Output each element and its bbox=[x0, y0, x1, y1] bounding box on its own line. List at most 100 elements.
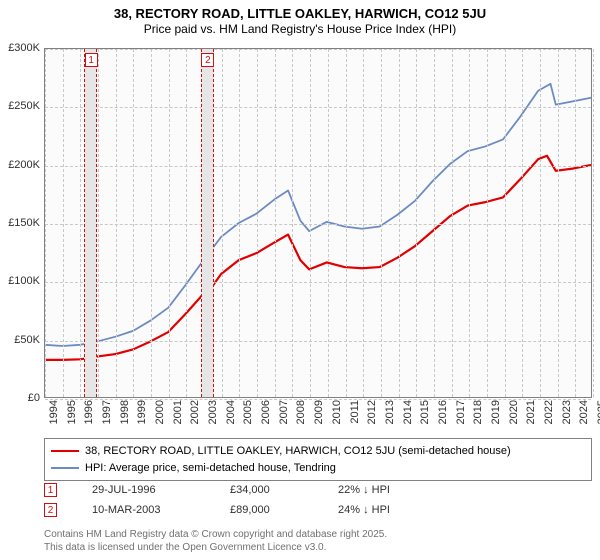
gridline-v bbox=[346, 49, 347, 397]
sale-band bbox=[201, 49, 213, 397]
x-tick-label: 1999 bbox=[136, 400, 148, 424]
sale-delta-1: 22% ↓ HPI bbox=[338, 484, 448, 496]
gridline-v bbox=[45, 49, 46, 397]
sale-marker-on-chart: 2 bbox=[201, 53, 214, 67]
x-tick-label: 1995 bbox=[66, 400, 78, 424]
series-svg bbox=[45, 49, 591, 397]
gridline-v bbox=[98, 49, 99, 397]
x-tick-label: 2010 bbox=[331, 400, 343, 424]
footer-line-1: Contains HM Land Registry data © Crown c… bbox=[44, 528, 592, 541]
sales-table: 1 29-JUL-1996 £34,000 22% ↓ HPI 2 10-MAR… bbox=[44, 480, 592, 520]
x-tick-label: 2009 bbox=[313, 400, 325, 424]
x-tick-label: 2006 bbox=[260, 400, 272, 424]
sale-price-1: £34,000 bbox=[230, 484, 310, 496]
gridline-v bbox=[169, 49, 170, 397]
gridline-v bbox=[292, 49, 293, 397]
sale-band bbox=[84, 49, 96, 397]
gridline-v bbox=[505, 49, 506, 397]
gridline-v bbox=[116, 49, 117, 397]
gridline-v bbox=[416, 49, 417, 397]
x-tick-label: 1997 bbox=[101, 400, 113, 424]
x-tick-label: 1998 bbox=[119, 400, 131, 424]
legend-swatch-subject bbox=[51, 450, 79, 452]
gridline-v bbox=[434, 49, 435, 397]
x-tick-label: 2024 bbox=[578, 400, 590, 424]
gridline-h bbox=[45, 341, 591, 342]
x-tick-label: 2012 bbox=[366, 400, 378, 424]
x-tick-label: 2020 bbox=[508, 400, 520, 424]
sale-date-1: 29-JUL-1996 bbox=[92, 484, 202, 496]
sale-marker-on-chart: 1 bbox=[85, 53, 98, 67]
gridline-v bbox=[133, 49, 134, 397]
gridline-v bbox=[328, 49, 329, 397]
x-tick-label: 2017 bbox=[455, 400, 467, 424]
y-tick-label: £200K bbox=[0, 159, 40, 171]
sales-row-2: 2 10-MAR-2003 £89,000 24% ↓ HPI bbox=[44, 500, 592, 520]
gridline-v bbox=[275, 49, 276, 397]
gridline-h bbox=[45, 49, 591, 50]
x-tick-label: 2002 bbox=[189, 400, 201, 424]
x-tick-label: 2014 bbox=[402, 400, 414, 424]
gridline-v bbox=[257, 49, 258, 397]
gridline-v bbox=[399, 49, 400, 397]
legend-swatch-hpi bbox=[51, 467, 79, 469]
x-tick-label: 1994 bbox=[48, 400, 60, 424]
y-tick-label: £300K bbox=[0, 42, 40, 54]
sale-delta-2: 24% ↓ HPI bbox=[338, 504, 448, 516]
x-tick-label: 2001 bbox=[172, 400, 184, 424]
gridline-h bbox=[45, 166, 591, 167]
gridline-v bbox=[575, 49, 576, 397]
y-tick-label: £100K bbox=[0, 275, 40, 287]
x-tick-label: 2021 bbox=[525, 400, 537, 424]
x-tick-label: 2000 bbox=[154, 400, 166, 424]
legend-label-subject: 38, RECTORY ROAD, LITTLE OAKLEY, HARWICH… bbox=[85, 443, 511, 460]
legend-row-hpi: HPI: Average price, semi-detached house,… bbox=[51, 460, 585, 477]
sale-marker-2: 2 bbox=[44, 503, 57, 517]
footer: Contains HM Land Registry data © Crown c… bbox=[44, 528, 592, 554]
gridline-v bbox=[151, 49, 152, 397]
legend: 38, RECTORY ROAD, LITTLE OAKLEY, HARWICH… bbox=[44, 438, 592, 481]
x-tick-label: 2023 bbox=[561, 400, 573, 424]
legend-row-subject: 38, RECTORY ROAD, LITTLE OAKLEY, HARWICH… bbox=[51, 443, 585, 460]
gridline-v bbox=[239, 49, 240, 397]
sales-row-1: 1 29-JUL-1996 £34,000 22% ↓ HPI bbox=[44, 480, 592, 500]
x-tick-label: 1996 bbox=[83, 400, 95, 424]
x-tick-label: 2011 bbox=[349, 400, 361, 424]
title-line-1: 38, RECTORY ROAD, LITTLE OAKLEY, HARWICH… bbox=[0, 6, 600, 22]
gridline-v bbox=[363, 49, 364, 397]
gridline-v bbox=[381, 49, 382, 397]
x-tick-label: 2015 bbox=[419, 400, 431, 424]
plot-area: 12 bbox=[44, 48, 592, 398]
x-tick-label: 2018 bbox=[472, 400, 484, 424]
legend-label-hpi: HPI: Average price, semi-detached house,… bbox=[85, 460, 336, 477]
gridline-v bbox=[80, 49, 81, 397]
y-tick-label: £250K bbox=[0, 100, 40, 112]
x-tick-label: 2016 bbox=[437, 400, 449, 424]
sale-marker-1: 1 bbox=[44, 483, 57, 497]
gridline-v bbox=[558, 49, 559, 397]
gridline-v bbox=[222, 49, 223, 397]
gridline-h bbox=[45, 224, 591, 225]
chart-container: 38, RECTORY ROAD, LITTLE OAKLEY, HARWICH… bbox=[0, 0, 600, 560]
gridline-v bbox=[186, 49, 187, 397]
gridline-v bbox=[469, 49, 470, 397]
x-tick-label: 2019 bbox=[490, 400, 502, 424]
x-tick-label: 2025 bbox=[596, 400, 600, 424]
x-tick-label: 2005 bbox=[242, 400, 254, 424]
x-tick-label: 2003 bbox=[207, 400, 219, 424]
x-tick-label: 2013 bbox=[384, 400, 396, 424]
gridline-v bbox=[63, 49, 64, 397]
x-tick-label: 2007 bbox=[278, 400, 290, 424]
series-subject_property bbox=[45, 156, 591, 360]
title-block: 38, RECTORY ROAD, LITTLE OAKLEY, HARWICH… bbox=[0, 0, 600, 37]
x-tick-label: 2022 bbox=[543, 400, 555, 424]
gridline-v bbox=[487, 49, 488, 397]
x-tick-label: 2004 bbox=[225, 400, 237, 424]
gridline-v bbox=[452, 49, 453, 397]
gridline-v bbox=[593, 49, 594, 397]
title-line-2: Price paid vs. HM Land Registry's House … bbox=[0, 22, 600, 37]
y-tick-label: £50K bbox=[0, 334, 40, 346]
sale-price-2: £89,000 bbox=[230, 504, 310, 516]
gridline-v bbox=[522, 49, 523, 397]
footer-line-2: This data is licensed under the Open Gov… bbox=[44, 541, 592, 554]
